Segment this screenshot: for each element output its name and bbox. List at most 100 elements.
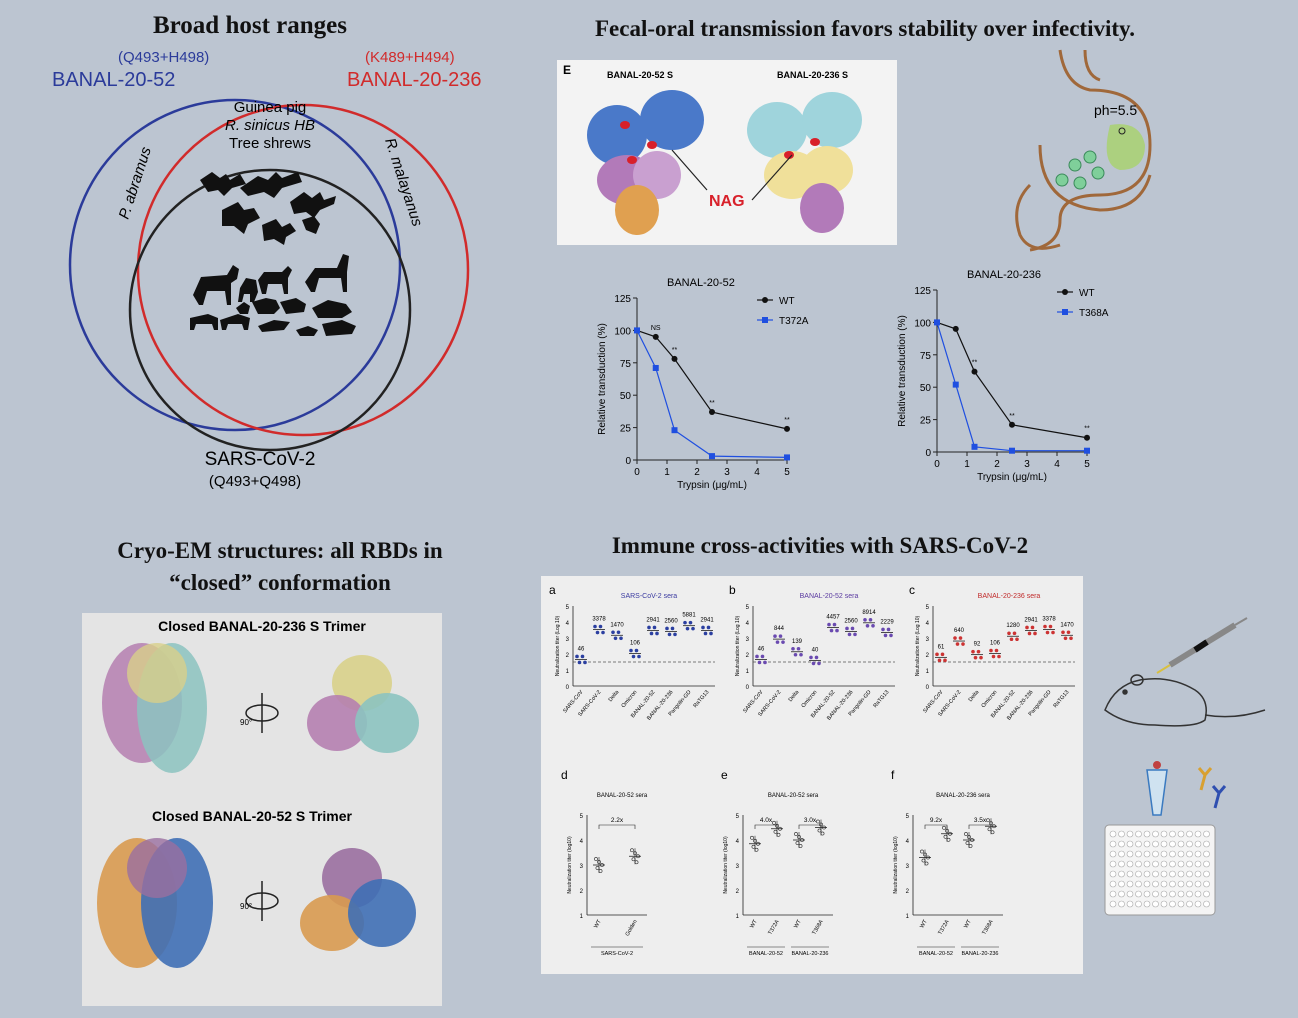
x-tick-label: 2 [694,467,700,478]
data-point [940,652,945,657]
value-label: 2941 [1024,617,1038,623]
antibody-icon [1197,767,1227,809]
data-point [631,654,636,659]
data-point [613,636,618,641]
data-point [976,649,981,654]
well [1194,860,1202,868]
data-point [942,825,946,830]
data-point [750,835,754,840]
fold-bracket [598,824,636,829]
well [1169,850,1176,858]
well [1203,840,1210,848]
b236-trimer-side-icon [102,643,207,773]
data-point [809,655,813,660]
x-tick-label: Omicron [621,689,639,709]
well [1169,830,1176,838]
chart-title: BANAL-20-52 sera [800,593,859,600]
data-point [865,624,870,628]
panel-letter: b [729,583,736,597]
data-point [937,658,942,663]
y-tick-label: 4 [736,839,740,845]
significance-label: ** [972,360,978,367]
cryo-title-line2: “closed” conformation [169,570,391,595]
well [1126,840,1134,848]
value-label: 5881 [682,613,696,619]
value-label: 106 [630,641,641,647]
data-point [671,355,678,362]
y-axis-label: Neutralization titer (Log 10) [735,616,741,677]
data-point [1030,625,1035,630]
well [1109,860,1117,868]
neut-chart-a: a SARS-CoV-2 sera 0 1 2 3 4 5 Neutralization tit… [549,583,715,722]
fold-bracket [754,824,778,829]
data-point [595,866,600,870]
well [1135,880,1142,888]
data-point [1084,434,1090,441]
venn-b236-sub: (K489+H494) [365,49,455,66]
y-tick-label: 5 [736,814,740,820]
b52-trimer-top-icon [300,848,416,951]
y-tick-label: 2 [906,889,910,895]
data-point [997,654,1001,659]
data-point [763,660,767,665]
immune-title: Immune cross-activities with SARS-CoV-2 [611,533,1029,558]
well [1177,840,1185,848]
data-point [943,834,948,839]
well [1143,860,1151,868]
data-point [1027,631,1032,636]
value-label: 46 [578,646,585,652]
data-point [594,857,598,861]
well [1143,900,1151,908]
well [1143,890,1151,898]
y-tick-label: 5 [580,814,584,820]
well [1160,900,1168,908]
struct-label-b52: BANAL-20-52 S [607,70,673,80]
chart-title: BANAL-20-236 sera [978,593,1041,600]
legend-marker [762,297,768,303]
data-point [751,844,756,849]
structure-panel-e: E BANAL-20-52 S BANAL-20-236 S NAG [557,60,897,245]
y-tick-label: 4 [746,621,750,627]
data-point [685,626,690,631]
y-tick-label: 1 [746,669,750,675]
well [1177,900,1185,908]
significance-label: ** [1009,413,1015,420]
data-point [611,630,615,635]
value-label: 40 [812,647,819,653]
panel-letter: c [909,583,915,597]
data-point [952,325,959,332]
data-point [781,640,785,644]
x-tick-label: 3 [1024,459,1030,470]
data-point [991,654,996,659]
well [1109,870,1117,878]
data-point [776,832,781,837]
group-label: SARS-CoV-2 [601,951,633,957]
data-point [706,625,711,630]
value-label: 1470 [610,622,624,628]
data-point [816,819,820,824]
well [1109,850,1117,858]
b52-spike-structure-icon [587,90,704,235]
well [1177,860,1185,868]
data-point [1066,630,1071,635]
x-axis-label: Trypsin (μg/mL) [977,472,1047,483]
data-point [979,655,983,660]
well [1126,830,1134,838]
x-tick-label: 3 [724,467,730,478]
data-point [683,620,687,625]
value-label: 46 [758,646,765,652]
well [1160,890,1168,898]
x-tick-label: RaTG13 [873,689,891,709]
well [1118,880,1125,888]
y-axis-label: Relative transduction (%) [597,323,608,435]
y-tick-label: 0 [625,456,631,467]
value-label: 2941 [700,617,714,623]
y-tick-label: 3 [580,864,584,870]
data-point [773,634,777,638]
data-point [755,654,759,659]
well [1177,850,1185,858]
value-label: 2941 [646,617,660,623]
x-tick-label: 5 [1084,459,1090,470]
data-point [847,632,852,637]
well [1126,890,1134,898]
